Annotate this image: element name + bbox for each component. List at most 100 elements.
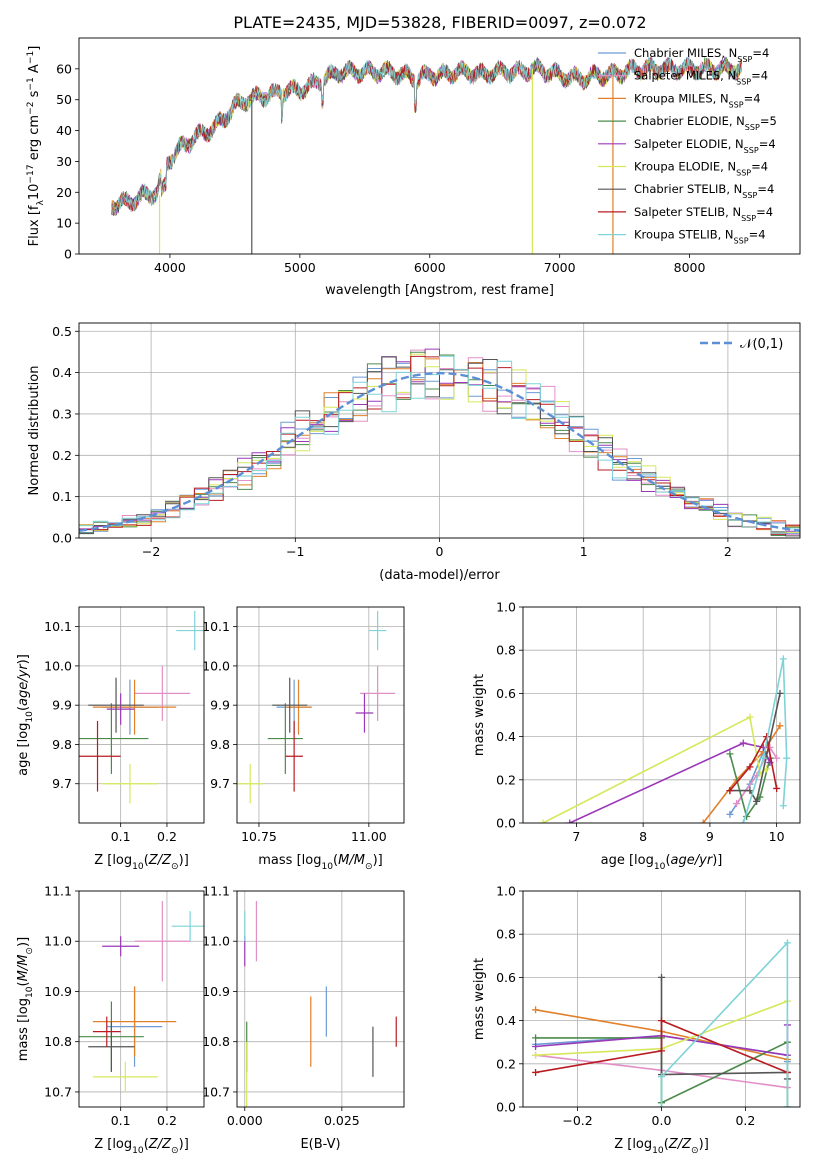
series-line xyxy=(729,753,771,819)
y-tick-label: 0.4 xyxy=(52,365,72,380)
axes-frame xyxy=(236,606,405,824)
y-tick-label: 0.0 xyxy=(52,531,72,546)
legend-entry: Salpeter STELIB, NSSP=4 xyxy=(634,205,773,223)
y-tick-label: 0 xyxy=(64,247,72,262)
x-tick-label: 0.000 xyxy=(227,1113,263,1128)
x-axis-label: wavelength [Angstrom, rest frame] xyxy=(325,283,554,298)
label-part: =4 xyxy=(751,160,768,174)
label-part: )] xyxy=(179,1137,189,1152)
label-part: Z [log xyxy=(614,1137,652,1152)
label-part: )] xyxy=(16,654,31,664)
legend-entry: Chabrier ELODIE, NSSP=5 xyxy=(634,114,777,132)
y-tick-label: 0.0 xyxy=(496,1100,516,1115)
label-part: ( xyxy=(16,706,31,711)
label-part: Salpeter MILES, N xyxy=(634,69,736,83)
y-tick-label: 10.1 xyxy=(202,619,230,634)
y-tick-label: 10.9 xyxy=(202,984,230,999)
label-part: =4 xyxy=(756,205,773,219)
label-part: M/M xyxy=(16,955,31,982)
label-part: mass [log xyxy=(258,853,321,868)
y-tick-label: 10.7 xyxy=(202,1084,230,1099)
series-marker xyxy=(532,1051,540,1059)
label-part: )] xyxy=(373,853,383,868)
series-marker xyxy=(773,784,781,792)
y-tick-label: 10.1 xyxy=(44,619,72,634)
label-part: Kroupa ELODIE, N xyxy=(634,160,736,174)
y-axis-label: Flux [fλ10−17 erg cm−2 s−1 A−1] xyxy=(26,46,46,247)
label-part: ( xyxy=(665,853,670,868)
gaussian-reference xyxy=(79,371,800,532)
legend-entry: Kroupa MILES, NSSP=4 xyxy=(634,91,761,109)
y-tick-label: 0.0 xyxy=(496,816,516,831)
series-marker xyxy=(726,787,734,795)
axes-frame xyxy=(78,890,205,1108)
plot-area xyxy=(79,610,204,804)
y-tick-label: 0.4 xyxy=(496,1013,516,1028)
legend-entry: Chabrier MILES, NSSP=4 xyxy=(634,46,769,64)
histogram-step xyxy=(79,355,800,537)
series-marker xyxy=(746,713,754,721)
x-tick-label: 10.75 xyxy=(241,829,277,844)
label-part: 10 xyxy=(654,862,666,872)
y-tick-label: 0.8 xyxy=(496,927,516,942)
label-part: ⊙ xyxy=(171,862,179,872)
y-tick-label: 0.2 xyxy=(496,772,516,787)
y-tick-label: 11.0 xyxy=(44,934,72,949)
y-tick-label: 1.0 xyxy=(496,600,516,615)
label-part: M/M xyxy=(338,853,365,868)
series-marker xyxy=(759,754,767,762)
label-part: =4 xyxy=(749,228,766,242)
plot-layer: 4000 5000 6000 7000 80000102030405060wavelen… xyxy=(16,37,801,1156)
label-part: mass [log xyxy=(16,998,31,1061)
y-tick-label: 10.8 xyxy=(44,1034,72,1049)
panel-residuals: −2 −1 0 1 2 0.0 0.1 0.2 0.3 0.4 0.5 𝒩(0,1) (data-mod… xyxy=(27,322,801,583)
plot-area xyxy=(244,901,397,1107)
x-tick-label: 0.025 xyxy=(324,1113,360,1128)
x-axis-label: E(B-V) xyxy=(300,1137,340,1152)
label-part: erg cm xyxy=(27,115,42,164)
label-part: Z/Z xyxy=(668,1137,692,1152)
panel-age-vs-Z: 0.1 0.29.79.89.910.010.1Z [log10(Z/Z⊙)]ag… xyxy=(16,606,205,872)
x-tick-label: 0.1 xyxy=(111,829,131,844)
y-axis-label: mass weight xyxy=(472,674,487,756)
y-tick-label: 11.1 xyxy=(202,884,230,899)
label-part: ⊙ xyxy=(365,862,373,872)
label-part: =4 xyxy=(752,46,769,60)
series-marker xyxy=(783,754,791,762)
label-part: =4 xyxy=(759,137,776,151)
axes-frame xyxy=(78,322,801,539)
legend-entry: Salpeter MILES, NSSP=4 xyxy=(634,69,768,87)
y-tick-label: 10.0 xyxy=(202,658,230,673)
series-marker xyxy=(658,1047,665,1055)
y-tick-label: 10.0 xyxy=(44,658,72,673)
label-part: )] xyxy=(699,1137,709,1152)
y-tick-label: 40 xyxy=(56,123,72,138)
series-marker xyxy=(783,1103,791,1107)
y-tick-label: 0.4 xyxy=(496,729,516,744)
label-part: −1 xyxy=(26,51,36,64)
y-axis-label: mass weight xyxy=(472,958,487,1040)
x-axis-label: age [log10(age/yr)] xyxy=(601,853,723,872)
label-part: Chabrier ELODIE, N xyxy=(634,114,745,128)
panel-age-vs-mass: 10.75 11.00 9.7 9.8 9.9 10.0 10.1 mass [log10(M… xyxy=(202,606,405,872)
label-part: ] xyxy=(27,46,42,51)
label-part: Z/Z xyxy=(148,1137,172,1152)
x-tick-label: 8000 xyxy=(674,260,706,275)
x-tick-label: 0.2 xyxy=(157,1113,177,1128)
x-tick-label: 0.2 xyxy=(735,1113,755,1128)
label-part: Chabrier STELIB, N xyxy=(634,182,742,196)
y-tick-label: 11.0 xyxy=(202,934,230,949)
series-marker xyxy=(773,754,781,762)
y-tick-label: 9.7 xyxy=(52,776,72,791)
series-marker xyxy=(739,739,747,747)
series-marker xyxy=(733,800,741,808)
series-marker xyxy=(699,819,707,823)
y-tick-label: 1.0 xyxy=(496,884,516,899)
label-part: 10 xyxy=(652,1146,664,1156)
x-tick-label: 5000 xyxy=(284,260,316,275)
label-part: age [log xyxy=(16,723,31,776)
y-axis-label: age [log10(age/yr)] xyxy=(16,654,35,776)
series-line xyxy=(660,940,789,1107)
label-part: 10 xyxy=(25,986,35,998)
